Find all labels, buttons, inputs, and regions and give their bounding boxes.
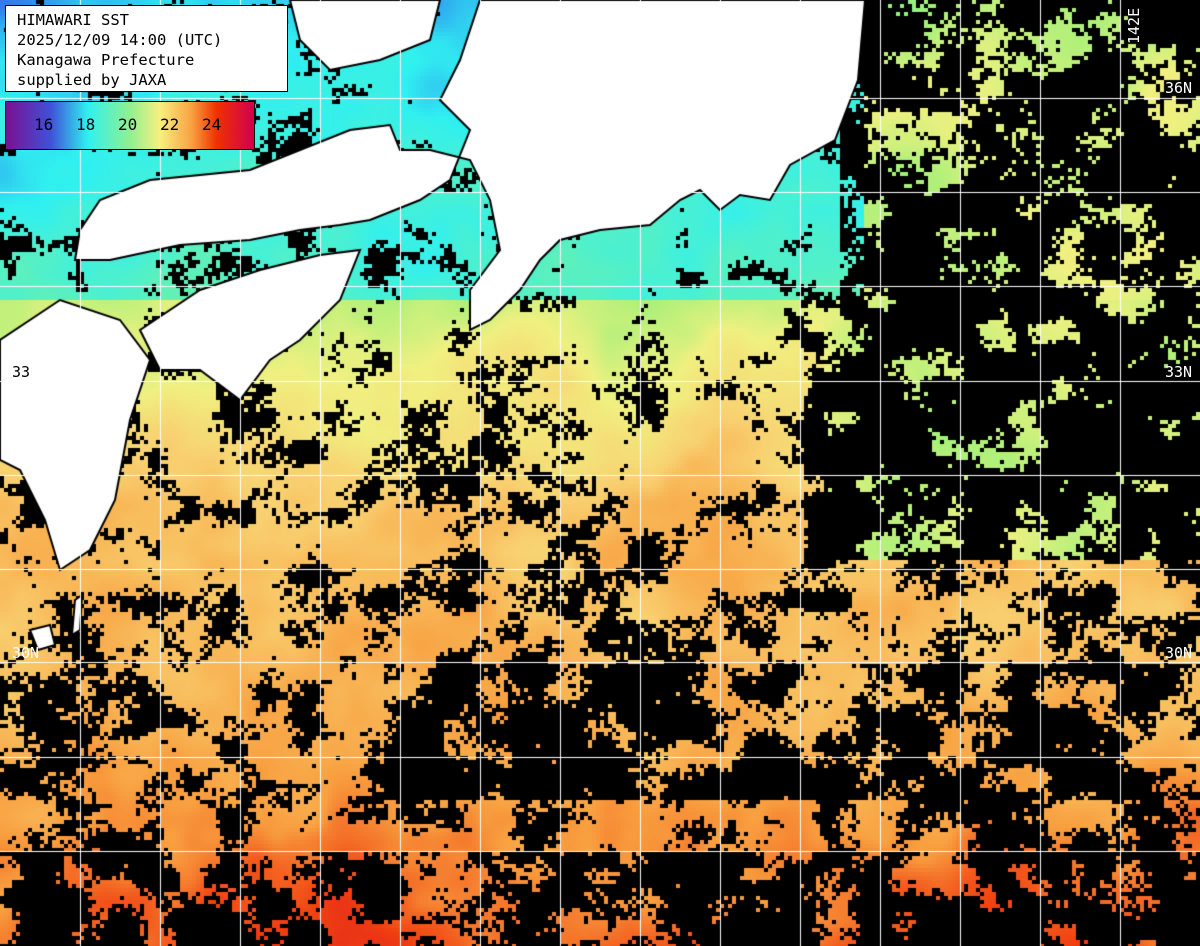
lat-label: 33N (1165, 363, 1193, 381)
color-legend: 16 18 20 22 24 (5, 101, 255, 150)
legend-tick: 20 (118, 115, 138, 134)
lat-label: 36N (1165, 79, 1193, 97)
legend-tick: 16 (34, 115, 54, 134)
legend-tick: 18 (76, 115, 96, 134)
legend-tick: 24 (202, 115, 222, 134)
legend-tick: 22 (160, 115, 180, 134)
map-credit: supplied by JAXA (17, 71, 167, 89)
lat-label: 33 (12, 363, 31, 381)
lat-label: 30N (1165, 644, 1193, 662)
map-region: Kanagawa Prefecture (17, 51, 195, 69)
lon-label: 136E (482, 3, 500, 40)
info-box: HIMAWARI SST 2025/12/09 14:00 (UTC) Kana… (5, 5, 288, 92)
map-datetime: 2025/12/09 14:00 (UTC) (17, 31, 223, 49)
lon-label: 142E (1125, 7, 1143, 44)
map-title: HIMAWARI SST (17, 11, 129, 29)
lat-label: 30N (12, 644, 40, 662)
